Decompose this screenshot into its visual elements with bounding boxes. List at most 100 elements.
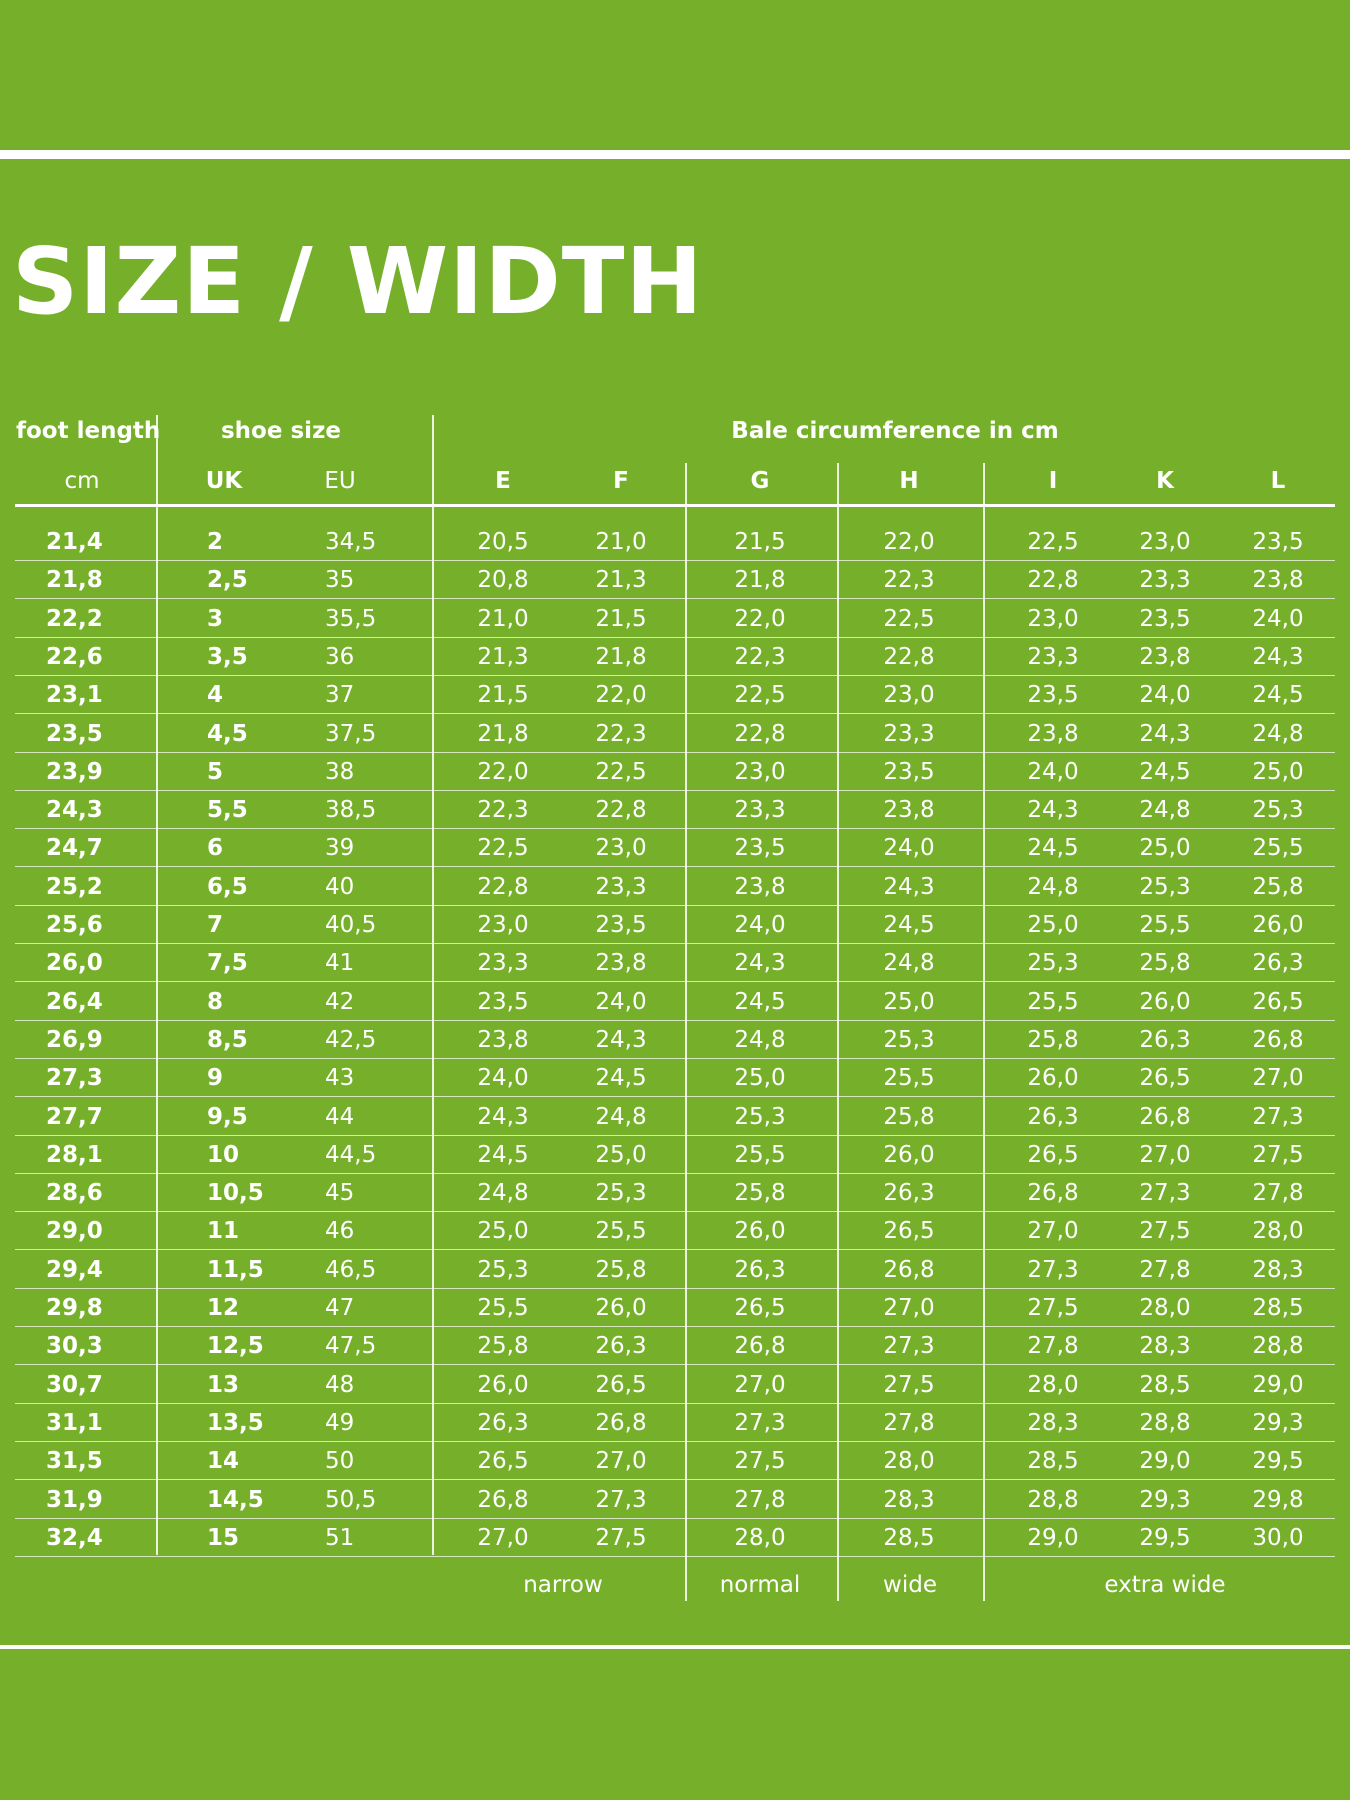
cell-width-i: 23,8 — [1027, 720, 1079, 747]
cell-width-e: 24,5 — [477, 1141, 529, 1168]
cell-width-f: 26,3 — [595, 1333, 647, 1360]
cell-width-l: 25,3 — [1252, 797, 1304, 824]
cell-width-h: 27,8 — [883, 1409, 935, 1436]
cell-width-l: 29,3 — [1252, 1409, 1304, 1436]
cell-width-f: 26,8 — [595, 1409, 647, 1436]
cell-width-i: 28,5 — [1027, 1448, 1079, 1475]
footer-narrow: narrow — [523, 1572, 603, 1598]
cell-width-f: 21,8 — [595, 643, 647, 670]
header-width-i: I — [1048, 468, 1058, 494]
row-divider — [15, 1326, 1335, 1327]
cell-eu-size: 40,5 — [325, 912, 377, 938]
cell-foot-length: 27,3 — [46, 1065, 103, 1092]
cell-uk-size: 14,5 — [207, 1486, 264, 1513]
cell-foot-length: 22,2 — [46, 605, 103, 632]
cell-width-h: 26,0 — [883, 1141, 935, 1168]
cell-width-h: 26,8 — [883, 1256, 935, 1283]
cell-width-k: 27,0 — [1139, 1141, 1191, 1168]
cell-width-k: 24,8 — [1139, 797, 1191, 824]
cell-width-l: 24,0 — [1252, 605, 1304, 632]
cell-width-g: 26,8 — [734, 1333, 786, 1360]
cell-eu-size: 45 — [325, 1180, 355, 1207]
cell-width-f: 23,3 — [595, 873, 647, 900]
cell-uk-size: 7 — [207, 912, 224, 938]
cell-uk-size: 13,5 — [207, 1409, 264, 1436]
cell-uk-size: 10 — [207, 1141, 240, 1168]
cell-width-f: 26,5 — [595, 1371, 647, 1398]
cell-foot-length: 23,9 — [46, 758, 103, 785]
top-divider — [0, 150, 1350, 159]
cell-width-e: 21,5 — [477, 682, 529, 709]
cell-width-i: 26,0 — [1027, 1065, 1079, 1092]
cell-width-f: 24,5 — [595, 1065, 647, 1092]
cell-width-i: 24,0 — [1027, 758, 1079, 785]
cell-uk-size: 5 — [207, 758, 224, 785]
cell-width-e: 25,8 — [477, 1333, 529, 1360]
cell-width-l: 26,3 — [1252, 950, 1304, 977]
cell-uk-size: 14 — [207, 1448, 240, 1475]
cell-width-g: 21,8 — [734, 567, 786, 594]
cell-width-i: 22,8 — [1027, 567, 1079, 594]
cell-eu-size: 49 — [325, 1409, 355, 1436]
cell-width-f: 24,8 — [595, 1103, 647, 1130]
cell-width-g: 25,8 — [734, 1180, 786, 1207]
header-width-k: K — [1156, 468, 1174, 494]
cell-width-k: 24,5 — [1139, 758, 1191, 785]
cell-foot-length: 26,4 — [46, 988, 103, 1015]
cell-foot-length: 21,8 — [46, 567, 103, 594]
cell-width-k: 27,8 — [1139, 1256, 1191, 1283]
cell-width-e: 22,3 — [477, 797, 529, 824]
cell-eu-size: 43 — [325, 1065, 355, 1092]
cell-eu-size: 37,5 — [325, 720, 377, 747]
cell-width-i: 23,0 — [1027, 605, 1079, 632]
cell-eu-size: 41 — [325, 950, 355, 977]
cell-width-g: 24,8 — [734, 1026, 786, 1053]
row-divider — [15, 1364, 1335, 1366]
cell-width-g: 25,5 — [734, 1141, 786, 1168]
cell-uk-size: 5,5 — [207, 797, 248, 824]
footer-wide: wide — [883, 1572, 937, 1598]
cell-width-h: 24,8 — [883, 950, 935, 977]
cell-width-e: 23,3 — [477, 950, 529, 977]
cell-foot-length: 22,6 — [46, 643, 103, 670]
cell-foot-length: 31,9 — [46, 1486, 103, 1513]
row-divider — [15, 866, 1335, 868]
row-divider — [15, 1287, 1335, 1289]
cell-width-k: 26,3 — [1139, 1026, 1191, 1053]
cell-width-l: 28,5 — [1252, 1295, 1304, 1321]
cell-width-f: 27,0 — [595, 1448, 647, 1475]
cell-width-f: 24,0 — [595, 988, 647, 1015]
cell-width-l: 25,0 — [1252, 758, 1304, 785]
cell-foot-length: 23,5 — [46, 720, 103, 747]
cell-width-k: 25,5 — [1139, 912, 1191, 938]
cell-eu-size: 47,5 — [325, 1333, 377, 1360]
cell-width-k: 24,0 — [1139, 682, 1191, 709]
cell-width-k: 28,5 — [1139, 1371, 1191, 1398]
cell-eu-size: 42,5 — [325, 1026, 377, 1053]
cell-width-g: 22,8 — [734, 720, 786, 747]
cell-width-l: 29,0 — [1252, 1371, 1304, 1398]
cell-width-e: 23,5 — [477, 988, 529, 1015]
cell-width-g: 21,5 — [734, 529, 786, 555]
header-eu: EU — [324, 468, 356, 494]
cell-foot-length: 28,1 — [46, 1141, 103, 1168]
cell-eu-size: 44,5 — [325, 1141, 377, 1168]
cell-foot-length: 24,7 — [46, 835, 103, 862]
cell-uk-size: 2 — [207, 529, 224, 555]
header-width-f: F — [613, 468, 629, 494]
cell-uk-size: 6 — [207, 835, 224, 862]
cell-foot-length: 29,4 — [46, 1256, 103, 1283]
header-underline — [15, 504, 1335, 507]
cell-width-e: 26,0 — [477, 1371, 529, 1398]
cell-uk-size: 6,5 — [207, 873, 248, 900]
cell-foot-length: 29,0 — [46, 1218, 103, 1245]
cell-width-k: 27,5 — [1139, 1218, 1191, 1245]
cell-width-g: 26,5 — [734, 1295, 786, 1321]
cell-width-i: 27,3 — [1027, 1256, 1079, 1283]
cell-width-h: 28,3 — [883, 1486, 935, 1513]
cell-width-g: 26,3 — [734, 1256, 786, 1283]
cell-width-f: 25,0 — [595, 1141, 647, 1168]
cell-eu-size: 50 — [325, 1448, 355, 1475]
cell-width-k: 25,0 — [1139, 835, 1191, 862]
cell-width-g: 23,3 — [734, 797, 786, 824]
